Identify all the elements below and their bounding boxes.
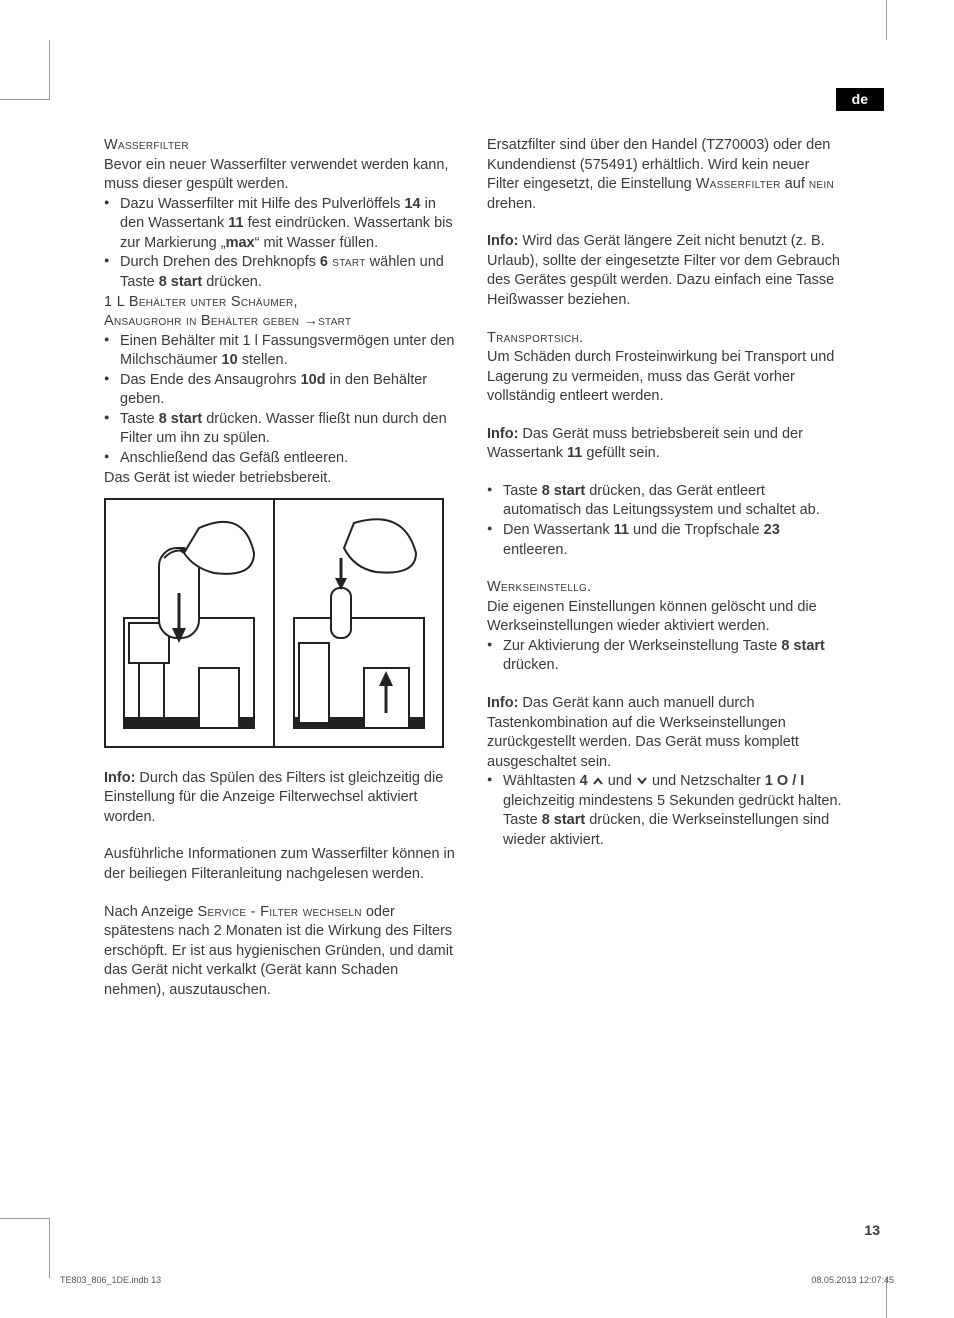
language-tab: de [836, 88, 884, 111]
info-label: Info: [487, 426, 518, 442]
ref-number: 8 start [781, 638, 825, 654]
info-label: Info: [487, 233, 518, 249]
ref-number: 10 [222, 352, 238, 368]
info-label: Info: [487, 695, 518, 711]
text: und Netzschalter [648, 773, 765, 789]
heading-transport: Transportsich. [487, 329, 842, 349]
para: Nach Anzeige Service - Filter wechseln o… [104, 903, 459, 1001]
para: Ausführliche Informationen zum Wasserfil… [104, 845, 459, 884]
smallcaps-text: nein [809, 176, 834, 192]
list-item: Taste 8 start drücken. Wasser fließt nun… [104, 410, 459, 449]
list-item: Zur Aktivierung der Werkseinstellung Tas… [487, 637, 842, 676]
ref-number: 8 start [159, 274, 203, 290]
smallcaps-text: Wasserfilter [696, 176, 781, 192]
ref-number: 14 [404, 196, 420, 212]
list-item: Taste 8 start drücken, das Gerät entleer… [487, 482, 842, 521]
info-label: Info: [104, 770, 135, 786]
right-column: Ersatzfilter sind über den Handel (TZ700… [487, 136, 842, 1000]
list-item: Durch Drehen des Drehknopfs 6 start wähl… [104, 253, 459, 292]
text: auf [781, 176, 809, 192]
smallcaps-text: start [318, 313, 351, 329]
smallcaps-text: Service - Filter wechseln [198, 904, 362, 920]
footer-filename: TE803_806_1DE.indb 13 [60, 1274, 161, 1286]
list-item: Den Wassertank 11 und die Tropfschale 23… [487, 521, 842, 560]
text: und die Tropfschale [629, 522, 764, 538]
text: entleeren. [503, 542, 568, 558]
chevron-down-icon [636, 776, 648, 786]
text: Durch das Spülen des Filters ist gleichz… [104, 770, 443, 825]
bold-text: max [226, 235, 255, 251]
page-number: 13 [864, 1221, 880, 1240]
list-item: Das Ende des Ansaugrohrs 10d in den Behä… [104, 371, 459, 410]
ref-number: 8 start [542, 483, 586, 499]
list-item: Wähltasten 4 und und Netzschalter 1 O / … [487, 772, 842, 850]
display-line: 1 L Behälter unter Schäumer, [104, 293, 459, 313]
heading-werkseinstellung: Werkseinstellg. [487, 578, 842, 598]
chevron-up-icon [592, 776, 604, 786]
crop-mark-bl [0, 1218, 50, 1278]
display-line: Ansaugrohr in Behälter geben →start [104, 312, 459, 332]
list-item: Einen Behälter mit 1 l Fassungsvermögen … [104, 332, 459, 371]
text: Das Ende des Ansaugrohrs [120, 372, 301, 388]
text: Taste [503, 483, 542, 499]
ref-number: 11 [614, 522, 629, 538]
ref-number: 23 [764, 522, 780, 538]
page-content: Wasserfilter Bevor ein neuer Wasserfilte… [104, 136, 842, 1000]
text: Wird das Gerät längere Zeit nicht benutz… [487, 233, 840, 308]
text: Den Wassertank [503, 522, 614, 538]
list-item: Dazu Wasserfilter mit Hilfe des Pulver­l… [104, 195, 459, 254]
ref-number: 8 start [542, 812, 586, 828]
para: Ersatzfilter sind über den Handel (TZ700… [487, 136, 842, 214]
ref-number: 11 [567, 445, 582, 461]
para: Um Schäden durch Frosteinwirkung bei Tra… [487, 348, 842, 407]
footer-timestamp: 08.05.2013 12:07:45 [811, 1274, 894, 1286]
smallcaps-text: start [328, 254, 366, 270]
text: gefüllt sein. [582, 445, 659, 461]
text: Das Gerät kann auch manuell durch Tasten… [487, 695, 799, 770]
ref-number: 6 [320, 254, 328, 270]
crop-mark-tr [886, 0, 887, 40]
text: Wähltasten [503, 773, 580, 789]
para: Die eigenen Einstellungen können gelösch… [487, 598, 842, 637]
ref-number: 4 [580, 773, 588, 789]
info-para: Info: Wird das Gerät längere Zeit nicht … [487, 232, 842, 310]
heading-wasserfilter: Wasserfilter [104, 136, 459, 156]
filter-illustration [104, 498, 444, 755]
text: drücken. [202, 274, 262, 290]
text: Durch Drehen des Drehknopfs [120, 254, 320, 270]
text: Nach Anzeige [104, 904, 198, 920]
info-para: Info: Durch das Spülen des Filters ist g… [104, 769, 459, 828]
ref-number: 1 O / I [765, 773, 805, 789]
smallcaps-text: Ansaugrohr in Behälter geben [104, 313, 304, 329]
text: Dazu Wasserfilter mit Hilfe des Pulver­l… [120, 196, 404, 212]
ref-number: 8 start [159, 411, 203, 427]
text: und [604, 773, 636, 789]
text: drehen. [487, 196, 536, 212]
text: stellen. [238, 352, 288, 368]
text: Zur Aktivierung der Werkseinstellung Tas… [503, 638, 781, 654]
ref-number: 11 [228, 215, 243, 231]
text: “ mit Wasser füllen. [255, 235, 379, 251]
list-item: Anschließend das Gefäß entleeren. [104, 449, 459, 469]
para: Das Gerät ist wieder betriebsbereit. [104, 469, 459, 489]
arrow-right-icon: → [304, 313, 319, 329]
info-para: Info: Das Gerät muss betriebsbereit sein… [487, 425, 842, 464]
para: Bevor ein neuer Wasserfilter verwendet w… [104, 156, 459, 195]
info-para: Info: Das Gerät kann auch manuell durch … [487, 694, 842, 772]
text: Taste [120, 411, 159, 427]
text: drücken. [503, 657, 559, 673]
ref-number: 10d [301, 372, 326, 388]
crop-mark-tl [0, 40, 50, 100]
left-column: Wasserfilter Bevor ein neuer Wasserfilte… [104, 136, 459, 1000]
